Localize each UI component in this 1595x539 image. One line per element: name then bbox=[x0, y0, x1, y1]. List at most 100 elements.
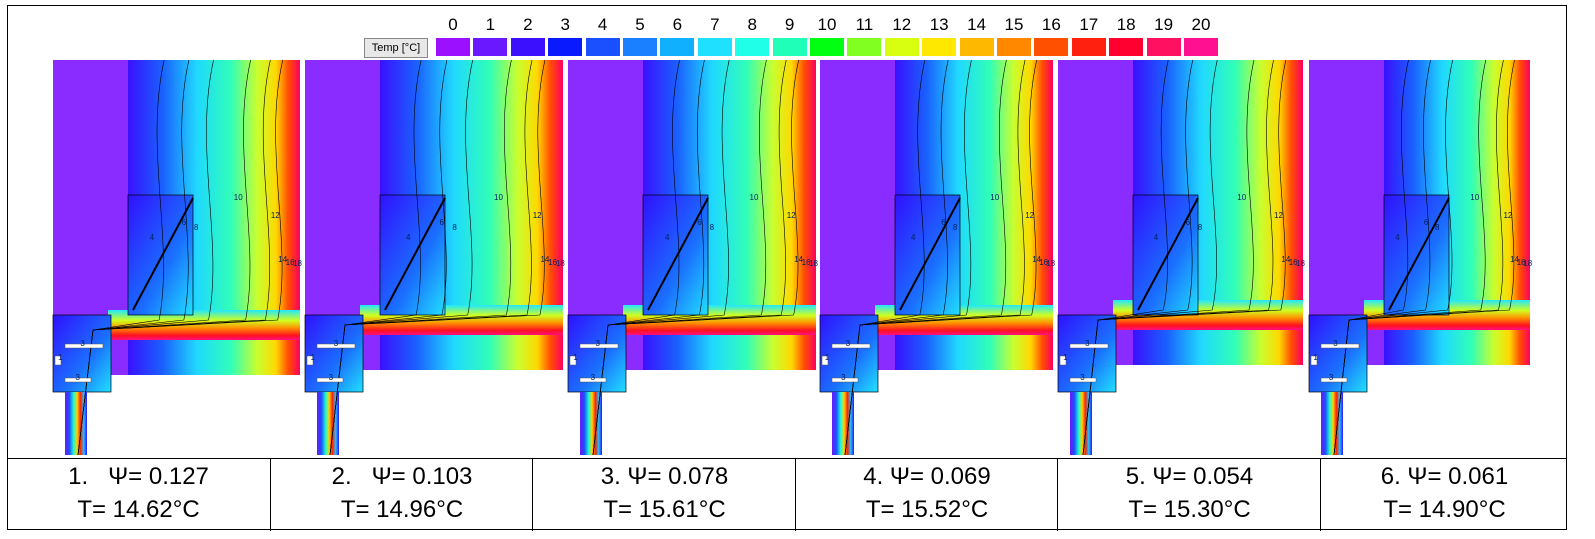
contour-label: 16 bbox=[802, 258, 811, 267]
contour-label: 1 bbox=[311, 353, 316, 362]
contour-line bbox=[329, 59, 422, 456]
legend-button[interactable]: Temp [°C] bbox=[364, 38, 428, 58]
contour-label: 18 bbox=[293, 259, 302, 268]
legend-swatch bbox=[1033, 37, 1070, 57]
marker bbox=[54, 355, 62, 366]
legend-label: 12 bbox=[892, 15, 912, 34]
contour-label: 3 bbox=[1080, 373, 1085, 382]
caption-psi: 5. Ψ= 0.054 bbox=[1125, 463, 1254, 490]
contour-label: 1 bbox=[58, 353, 63, 362]
thermal-edge bbox=[384, 197, 446, 311]
legend-swatch bbox=[435, 37, 471, 57]
contour-label: 4 bbox=[911, 233, 916, 242]
thermal-stem bbox=[1321, 392, 1343, 455]
legend-swatch bbox=[809, 37, 845, 57]
caption-psi: 2. Ψ= 0.103 bbox=[331, 463, 473, 490]
legend-swatch bbox=[622, 37, 658, 57]
marker bbox=[316, 343, 356, 349]
contour-label: 10 bbox=[990, 193, 999, 202]
contour-label: 8 bbox=[953, 223, 958, 232]
thermal-edge bbox=[899, 197, 961, 311]
contour-label: 18 bbox=[1046, 259, 1055, 268]
marker bbox=[579, 377, 607, 383]
contour-label: 6 bbox=[697, 218, 702, 227]
contour-label: 4 bbox=[406, 233, 411, 242]
contour-label: 3 bbox=[334, 339, 339, 348]
contour-label: 18 bbox=[1296, 259, 1305, 268]
contour-line bbox=[1333, 59, 1453, 456]
marker bbox=[579, 343, 619, 349]
legend-swatch bbox=[696, 37, 733, 57]
caption-psi: 3. Ψ= 0.078 bbox=[600, 463, 729, 490]
contour-label: 10 bbox=[750, 193, 759, 202]
contour-line bbox=[77, 59, 284, 456]
contour-line bbox=[77, 59, 165, 456]
contour-label: 10 bbox=[1470, 193, 1479, 202]
marker bbox=[1059, 355, 1067, 366]
legend-label: 11 bbox=[855, 15, 874, 34]
contour-label: 6 bbox=[1186, 218, 1191, 227]
contour-label: 10 bbox=[1237, 193, 1246, 202]
legend-swatch bbox=[1183, 37, 1219, 57]
contour-label: 16 bbox=[1039, 258, 1048, 267]
legend-label: 17 bbox=[1079, 15, 1099, 34]
contour-line bbox=[1082, 59, 1287, 456]
marker bbox=[1069, 343, 1109, 349]
contour-label: 14 bbox=[1510, 255, 1519, 264]
contour-line bbox=[1333, 59, 1409, 456]
contour-line bbox=[844, 59, 926, 456]
contour-line bbox=[1082, 59, 1274, 456]
legend-label: 7 bbox=[710, 15, 720, 34]
thermal-box bbox=[1383, 194, 1450, 316]
contour-line bbox=[844, 59, 949, 456]
contour-line bbox=[592, 59, 680, 456]
caption-temp: T= 14.62°C bbox=[77, 496, 200, 523]
contour-line bbox=[844, 59, 1007, 456]
contour-line bbox=[592, 59, 787, 456]
thermal-stem bbox=[317, 392, 339, 455]
contour-line bbox=[592, 59, 730, 456]
legend-swatch bbox=[958, 37, 995, 57]
marker bbox=[831, 377, 859, 383]
legend-label: 2 bbox=[523, 15, 533, 34]
legend-swatch bbox=[771, 37, 808, 57]
thermal-box bbox=[379, 194, 446, 316]
legend-swatch bbox=[996, 37, 1032, 57]
contour-label: 1 bbox=[573, 353, 578, 362]
contour-line bbox=[329, 59, 533, 456]
contour-line bbox=[844, 59, 1037, 456]
legend-label: 14 bbox=[967, 15, 987, 34]
contour-label: 3 bbox=[591, 373, 596, 382]
thermal-edge bbox=[1388, 197, 1450, 311]
legend-label: 20 bbox=[1191, 15, 1211, 34]
marker bbox=[1320, 343, 1360, 349]
contour-label: 12 bbox=[1025, 211, 1034, 220]
contour-label: 3 bbox=[846, 339, 851, 348]
thermal-edge bbox=[1137, 197, 1199, 311]
contour-label: 14 bbox=[278, 255, 287, 264]
contour-line bbox=[844, 59, 972, 456]
contour-label: 1 bbox=[1313, 353, 1318, 362]
contour-label: 3 bbox=[596, 339, 601, 348]
contour-label: 16 bbox=[1289, 258, 1298, 267]
thermal-edge bbox=[647, 197, 709, 311]
legend-swatch bbox=[1070, 37, 1107, 57]
legend-label: 13 bbox=[929, 15, 949, 34]
contour-line bbox=[1333, 59, 1431, 456]
contour-line bbox=[592, 59, 767, 456]
contour-label: 1 bbox=[1063, 353, 1068, 362]
contour-label: 3 bbox=[75, 373, 80, 382]
marker bbox=[316, 377, 344, 383]
contour-label: 14 bbox=[540, 255, 549, 264]
contour-line bbox=[1082, 59, 1194, 456]
legend-swatch bbox=[734, 37, 771, 57]
contour-label: 18 bbox=[809, 259, 818, 268]
contour-label: 6 bbox=[182, 218, 187, 227]
contour-label: 10 bbox=[234, 193, 243, 202]
marker bbox=[569, 355, 577, 366]
thermal-box bbox=[642, 194, 709, 316]
contour-line bbox=[592, 59, 705, 456]
contour-label: 14 bbox=[1281, 255, 1290, 264]
legend-label: 18 bbox=[1116, 15, 1136, 34]
